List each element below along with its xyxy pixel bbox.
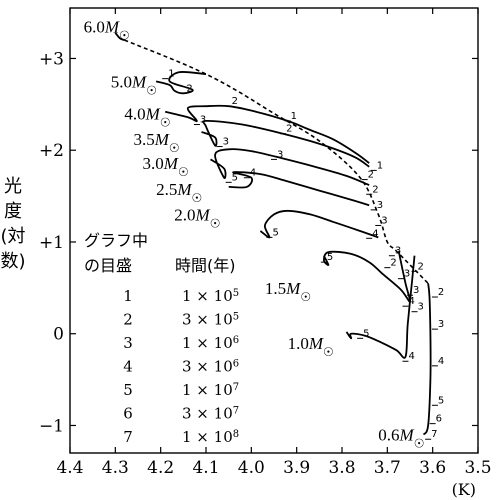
track-6-0 [114,32,125,41]
time-mark-label: 3 [223,137,229,148]
legend-row-time: 1 × 107 [182,381,239,399]
time-mark-label: 5 [232,172,238,183]
x-tick-label: 4.1 [192,458,219,478]
mass-label: 6.0M☉ [84,17,130,42]
time-mark-label: 3 [381,215,387,226]
mass-label: 2.0M☉ [174,205,220,230]
x-tick-label: 4.2 [147,458,174,478]
time-mark-label: 5 [438,395,444,406]
legend-row-time: 3 × 105 [182,311,239,329]
time-mark-label: 1 [291,111,297,122]
legend-row-mark: 5 [123,381,133,399]
legend-row-time: 1 × 108 [182,428,239,446]
time-mark-label: 2 [232,96,238,107]
legend-row-mark: 3 [123,334,133,352]
y-tick-label: 0 [53,325,64,345]
track-2-0 [259,209,379,239]
time-mark-label: 4 [408,296,414,307]
legend-row-mark: 1 [123,287,133,305]
y-tick-label: +1 [39,233,64,253]
time-mark-label: 5 [327,252,333,263]
time-mark-label: 4 [372,228,378,239]
time-mark-label: 5 [272,227,278,238]
legend-header-marks-2: の目盛 [84,256,132,275]
y-axis-label: 数) [0,251,25,272]
y-tick-label: +2 [39,141,64,161]
time-mark-label: 3 [200,115,206,126]
mass-label: 2.5M☉ [156,180,202,205]
legend-header-marks: グラフ中 [84,231,148,250]
time-mark-label: 1 [168,69,174,80]
y-axis-label: 度 [4,201,22,222]
time-mark-label: 2 [438,287,444,298]
time-mark-label: 2 [368,170,374,181]
x-tick-label: 3.9 [283,458,310,478]
y-axis-label: 光 [4,176,22,197]
time-mark-label: 4 [438,356,444,367]
time-mark-label: 2 [372,184,378,195]
legend-row-time: 3 × 106 [182,358,239,376]
axes: 4.4 4.3 4.2 4.1 4.0 3.9 3.8 3.7 3.6 3.5 +3 +2 +1 0 −1 光… [0,7,492,499]
track-3-5 [201,119,370,168]
track-2-5 [228,171,370,207]
time-mark-label: 5 [363,328,369,339]
mass-label: 5.0M☉ [111,72,157,97]
time-mark-label: 6 [436,414,442,425]
y-axis-label: (対 [0,226,25,247]
track-1-0 [345,255,416,359]
time-mark-label: 3 [377,200,383,211]
time-mark-label: 3 [438,319,444,330]
plot-frame [69,7,479,454]
y-tick-label: −1 [39,416,64,436]
time-mark-label: 4 [408,351,414,362]
x-tick-label: 3.5 [464,458,491,478]
time-mark-label: 4 [250,168,256,179]
legend-row-mark: 2 [123,311,133,329]
time-mark-label: 2 [390,258,396,269]
x-axis-label: (K) [452,480,476,499]
x-tick-label: 4.4 [56,458,83,478]
y-tick-label: +3 [39,49,64,69]
legend-header-time: 時間(年) [175,256,236,275]
mass-label: 1.0M☉ [288,334,334,359]
time-mark-label: 7 [431,429,437,440]
track-5-0 [155,71,207,95]
time-mark-label: 2 [418,261,424,272]
time-mark-label: 2 [186,83,192,94]
legend-row-time: 3 × 107 [182,405,239,423]
mass-label: 0.6M☉ [378,426,424,451]
x-tick-label: 3.6 [419,458,446,478]
track-4-0 [164,104,370,164]
legend-row-time: 1 × 106 [182,334,239,352]
time-mark-label: 3 [395,246,401,257]
time-mark-label: 2 [286,124,292,135]
x-tick-label: 3.8 [328,458,355,478]
legend-row-time: 1 × 105 [182,287,239,305]
legend-row-mark: 4 [123,358,133,376]
time-mark-label: 3 [277,149,283,160]
legend-row-mark: 6 [123,405,133,423]
track-1-5 [323,250,412,303]
track-0-6 [422,283,432,436]
mass-label: 3.5M☉ [133,130,179,155]
x-tick-label: 4.0 [238,458,265,478]
mass-label: 1.5M☉ [265,279,311,304]
x-tick-label: 4.3 [102,458,129,478]
time-mark-label: 3 [413,285,419,296]
time-mark-label: 3 [404,269,410,280]
time-mark-label: 1 [377,160,383,171]
time-mark-label: 3 [418,302,424,313]
legend-row-mark: 7 [123,428,133,446]
x-tick-label: 3.7 [374,458,401,478]
track-3-0 [210,148,370,186]
mass-label: 3.0M☉ [143,154,189,179]
mass-label: 4.0M☉ [124,105,170,130]
